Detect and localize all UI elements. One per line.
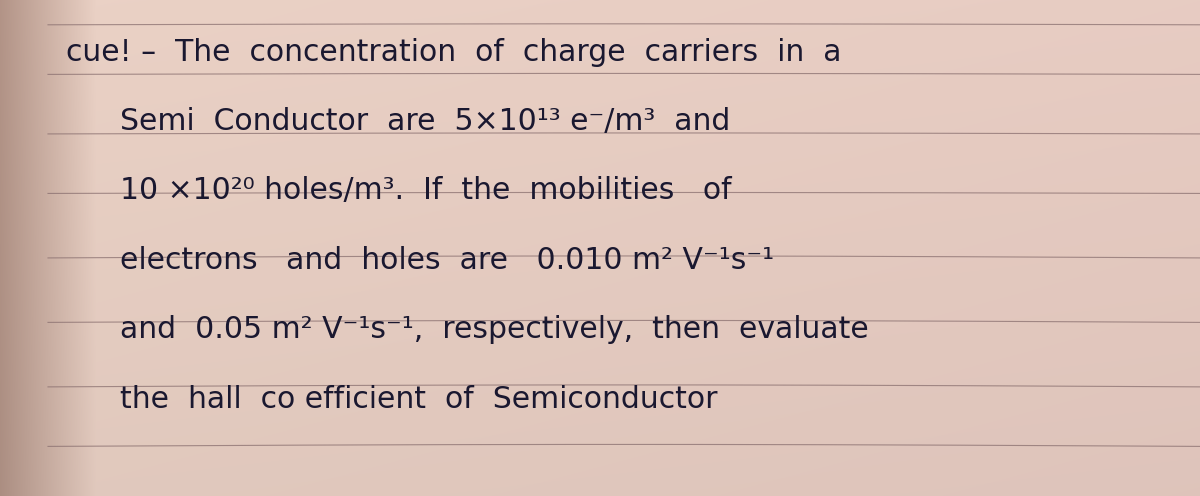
Text: Semi  Conductor  are  5×10¹³ e⁻/m³  and: Semi Conductor are 5×10¹³ e⁻/m³ and (120, 107, 731, 136)
Text: and  0.05 m² V⁻¹s⁻¹,  respectively,  then  evaluate: and 0.05 m² V⁻¹s⁻¹, respectively, then e… (120, 315, 869, 344)
Text: the  hall  co efficient  of  Semiconductor: the hall co efficient of Semiconductor (120, 385, 718, 414)
Text: 10 ×10²⁰ holes/m³.  If  the  mobilities   of: 10 ×10²⁰ holes/m³. If the mobilities of (120, 177, 732, 205)
Text: cue! –  The  concentration  of  charge  carriers  in  a: cue! – The concentration of charge carri… (66, 38, 841, 66)
Text: electrons   and  holes  are   0.010 m² V⁻¹s⁻¹: electrons and holes are 0.010 m² V⁻¹s⁻¹ (120, 246, 774, 275)
